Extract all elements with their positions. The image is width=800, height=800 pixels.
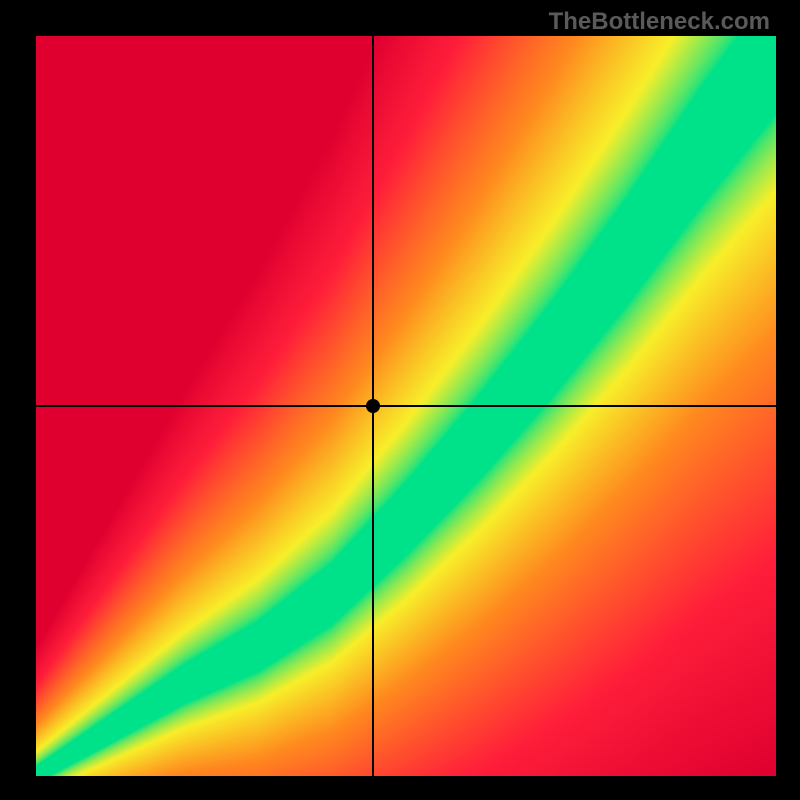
chart-container: TheBottleneck.com [0,0,800,800]
data-point-marker [366,399,380,413]
watermark-text: TheBottleneck.com [549,8,770,36]
crosshair-horizontal [36,405,776,407]
